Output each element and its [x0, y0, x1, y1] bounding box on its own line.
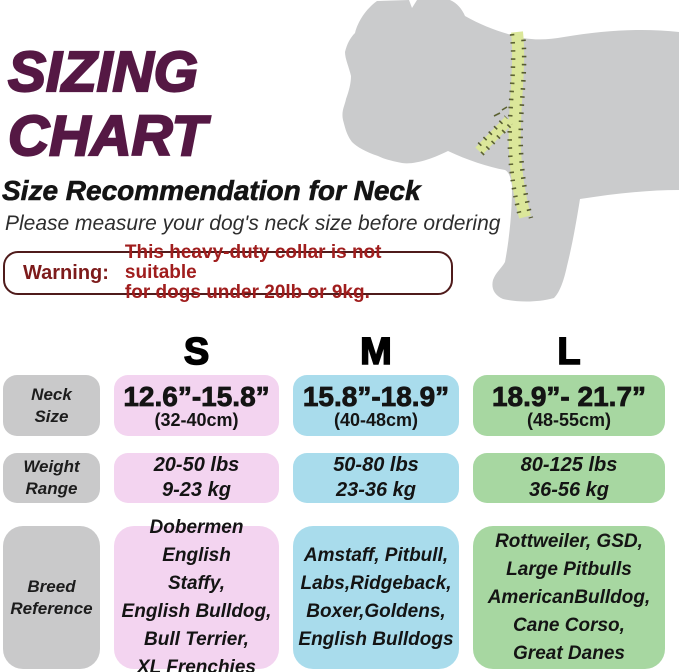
column-header-s: S: [183, 330, 210, 374]
neck-size-m-cm: (40-48cm): [333, 409, 419, 430]
weight-range-row: Weight Range 20-50 lbs 9-23 kg 50-80 lbs…: [3, 453, 665, 503]
row-label-breed-reference: Breed Reference: [3, 526, 100, 669]
neck-size-s-cm: (32-40cm): [154, 409, 239, 430]
subtitle: Size Recommendation for Neck: [2, 175, 421, 207]
breed-reference-l-text: Rottweiler, GSD, Large Pitbulls American…: [487, 530, 651, 664]
column-header-l: L: [557, 330, 582, 374]
neck-size-l-cm: (48-55cm): [526, 409, 612, 430]
measuring-tape-ticks-left: [507, 33, 523, 217]
weight-range-m-text: 50-80 lbs 23-36 kg: [333, 454, 419, 501]
row-label-weight-range: Weight Range: [3, 453, 100, 503]
neck-size-cell-l: 18.9”- 21.7” (48-55cm): [473, 375, 665, 436]
size-table-header-row: S M L: [3, 329, 665, 375]
measuring-tape-icon: [474, 31, 534, 219]
measure-instruction-note: Please measure your dog's neck size befo…: [5, 212, 501, 235]
warning-box: Warning: This heavy-duty collar is not s…: [3, 243, 453, 303]
tape-stray-tick-2: [501, 106, 508, 111]
weight-range-l-text: 80-125 lbs 36-56 kg: [520, 454, 618, 501]
measuring-tape-ticks-right: [518, 34, 534, 219]
breed-reference-s-text: Dobermen English Staffy, English Bulldog…: [121, 516, 272, 672]
neck-size-row: Neck Size 12.6”-15.8” (32-40cm) 15.8”-18…: [3, 375, 665, 436]
weight-range-cell-s: 20-50 lbs 9-23 kg: [114, 453, 279, 503]
breed-reference-row: Breed Reference Dobermen English Staffy,…: [3, 517, 665, 672]
measuring-tape-strip: [508, 31, 531, 219]
weight-range-cell-l: 80-125 lbs 36-56 kg: [473, 453, 665, 503]
neck-size-cell-m: 15.8”-18.9” (40-48cm): [293, 375, 459, 436]
column-header-m: M: [359, 330, 392, 374]
weight-range-s-text: 20-50 lbs 9-23 kg: [153, 454, 240, 501]
neck-size-cell-s: 12.6”-15.8” (32-40cm): [114, 375, 279, 436]
row-label-breed-reference-text: Breed Reference: [10, 576, 93, 618]
page-title-line2: CHART: [7, 103, 208, 169]
warning-message: This heavy-duty collar is not suitable f…: [124, 242, 382, 303]
header-spacer: [3, 329, 100, 375]
size-table: S M L Neck Size 12.6”-15.8” (32-40cm) 15…: [3, 329, 665, 672]
dog-with-measuring-tape-illustration: [342, 0, 679, 302]
row-label-neck-size-text: Neck Size: [31, 384, 72, 426]
warning-label: Warning:: [23, 261, 109, 284]
neck-size-s-inches: 12.6”-15.8”: [123, 380, 270, 412]
row-label-neck-size: Neck Size: [3, 375, 100, 436]
weight-range-cell-m: 50-80 lbs 23-36 kg: [293, 453, 459, 503]
breed-reference-cell-m: Amstaff, Pitbull, Labs,Ridgeback, Boxer,…: [293, 526, 459, 669]
neck-size-l-inches: 18.9”- 21.7”: [491, 380, 647, 412]
breed-reference-cell-s: Dobermen English Staffy, English Bulldog…: [114, 517, 279, 672]
measuring-tape-end-strip: [475, 116, 513, 155]
neck-size-m-inches: 15.8”-18.9”: [302, 380, 450, 412]
tape-stray-tick-1: [493, 112, 501, 117]
page-title-line1: SIZING: [7, 39, 199, 105]
row-label-weight-range-text: Weight Range: [23, 457, 80, 498]
page-title: SIZING CHART: [7, 39, 208, 169]
breed-reference-m-text: Amstaff, Pitbull, Labs,Ridgeback, Boxer,…: [298, 544, 454, 650]
breed-reference-cell-l: Rottweiler, GSD, Large Pitbulls American…: [473, 526, 665, 669]
measuring-tape-end-ticks-b: [474, 115, 508, 150]
